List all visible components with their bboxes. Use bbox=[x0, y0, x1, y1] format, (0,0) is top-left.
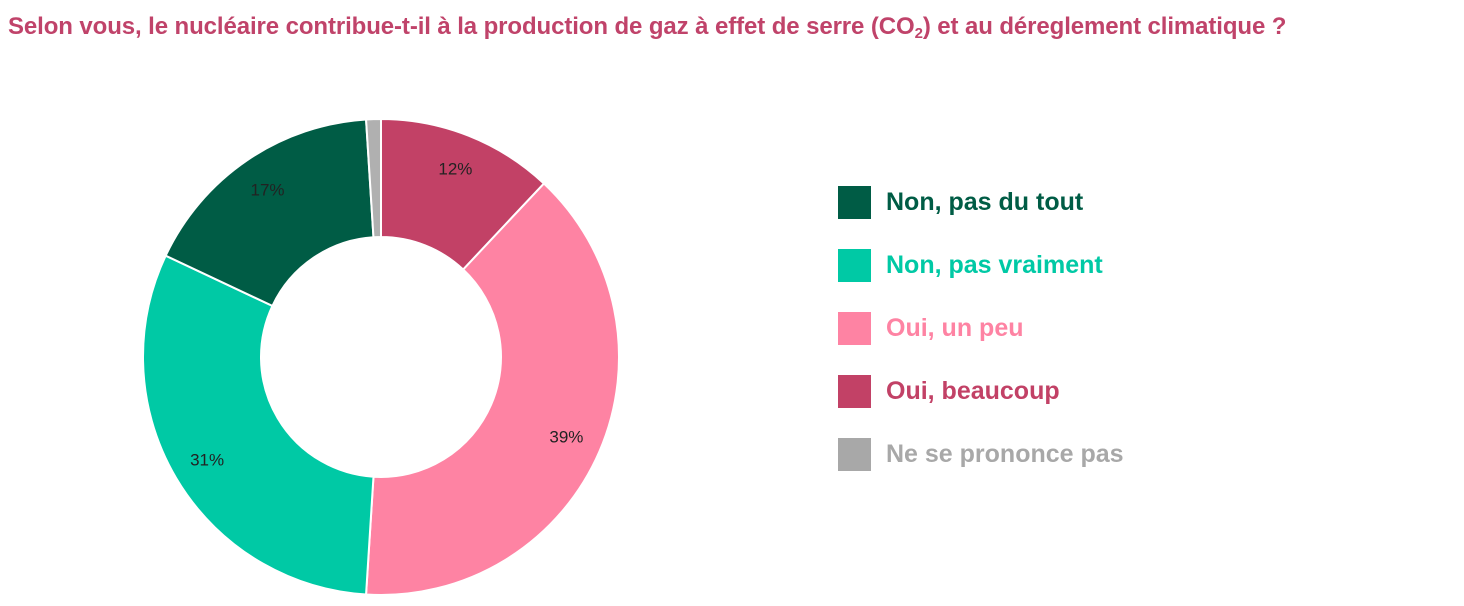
legend-item-oui-beaucoup: Oui, beaucoup bbox=[838, 373, 1124, 409]
legend-item-non-pas-du-tout: Non, pas du tout bbox=[838, 184, 1124, 220]
legend-item-oui-un-peu: Oui, un peu bbox=[838, 310, 1124, 346]
donut-slice-non-pas-vraiment bbox=[142, 254, 375, 596]
legend-item-ne-se-prononce-pas: Ne se prononce pas bbox=[838, 436, 1124, 472]
legend-label: Ne se prononce pas bbox=[886, 439, 1124, 468]
donut-chart: 12% 39% 31% 17% bbox=[142, 117, 620, 596]
donut-slice-oui-un-peu bbox=[364, 182, 620, 596]
legend-swatch bbox=[838, 248, 871, 282]
legend-swatch bbox=[838, 437, 871, 471]
legend-swatch bbox=[838, 374, 871, 408]
chart-title-subscript: 2 bbox=[914, 25, 923, 42]
legend-label: Oui, un peu bbox=[886, 313, 1024, 342]
donut-slice-ne-se-prononce-pas bbox=[364, 117, 382, 239]
slice-label-oui-beaucoup: 12% bbox=[438, 160, 472, 179]
legend-label: Non, pas vraiment bbox=[886, 250, 1103, 279]
donut-slice-non-pas-du-tout bbox=[164, 118, 375, 308]
chart-legend: Non, pas du tout Non, pas vraiment Oui, un… bbox=[838, 184, 1124, 499]
legend-swatch bbox=[838, 185, 871, 219]
slice-label-non-pas-du-tout: 17% bbox=[250, 180, 284, 199]
slice-label-non-pas-vraiment: 31% bbox=[190, 450, 224, 469]
legend-item-non-pas-vraiment: Non, pas vraiment bbox=[838, 247, 1124, 283]
legend-label: Oui, beaucoup bbox=[886, 376, 1060, 405]
slice-label-oui-un-peu: 39% bbox=[549, 428, 583, 447]
chart-title-text: Selon vous, le nucléaire contribue-t-il … bbox=[8, 13, 915, 40]
legend-swatch bbox=[838, 311, 871, 345]
chart-title-text-end: ) et au déreglement climatique ? bbox=[922, 13, 1287, 40]
legend-label: Non, pas du tout bbox=[886, 187, 1084, 216]
chart-title: Selon vous, le nucléaire contribue-t-il … bbox=[8, 12, 1458, 42]
